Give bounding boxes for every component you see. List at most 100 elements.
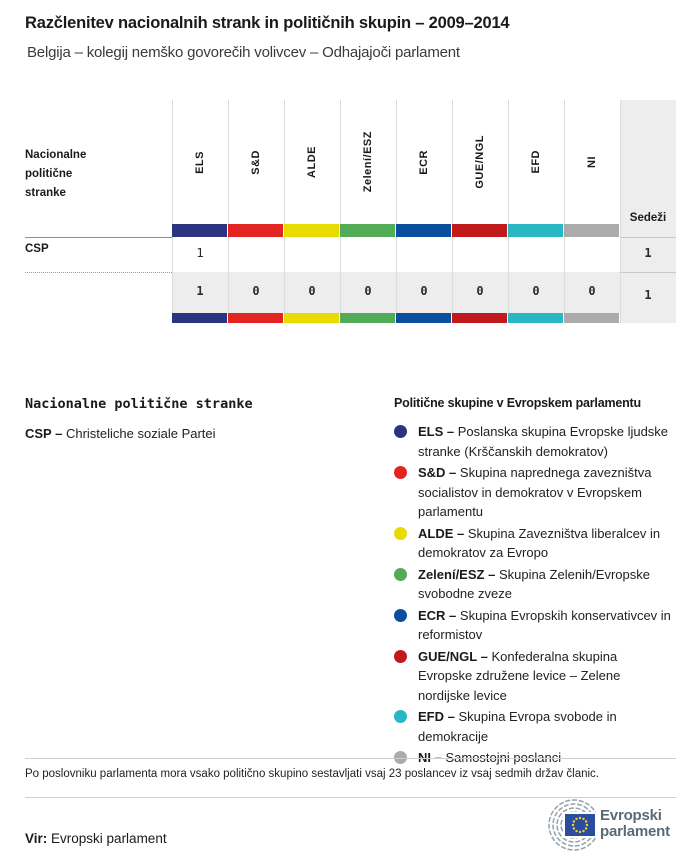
legend-item-sd: S&D – Skupina naprednega zavezništva soc… bbox=[394, 463, 678, 522]
group-abbr: S&D – bbox=[418, 465, 457, 480]
national-parties-legend-header: Nacionalne politične stranke bbox=[25, 396, 253, 412]
group-color-bar bbox=[508, 224, 563, 237]
results-table: Nacionalne politične stranke ELS S&D ALD… bbox=[25, 100, 676, 323]
group-desc: Konfederalna skupina Evropske združene l… bbox=[418, 648, 621, 703]
column-header-els: ELS bbox=[172, 100, 228, 224]
party-abbr: CSP – bbox=[25, 426, 63, 441]
political-groups-legend: Politične skupine v Evropskem parlamentu… bbox=[394, 396, 678, 770]
seats-row-separator bbox=[620, 272, 676, 273]
total-seats-value: 1 bbox=[644, 288, 652, 302]
total-value: 0 bbox=[420, 284, 428, 298]
group-desc: Skupina Evropa svobode in demokracije bbox=[418, 709, 617, 744]
group-desc: Skupina Zelenih/Evropske svobodne zveze bbox=[418, 566, 650, 602]
grid-line bbox=[228, 100, 229, 323]
legend-item-zeleni-esz: Zelení/ESZ – Skupina Zelenih/Evropske sv… bbox=[394, 565, 678, 604]
gue-ngl-color-dot bbox=[394, 649, 407, 663]
column-header-label: GUE/NGL bbox=[474, 135, 486, 189]
grid-line bbox=[340, 100, 341, 323]
column-header-label: ECR bbox=[418, 149, 430, 175]
ecr-color-dot bbox=[394, 608, 407, 622]
group-color-bar bbox=[172, 224, 227, 237]
column-header-alde: ALDE bbox=[284, 100, 340, 224]
legend-item-text: ALDE – Skupina Zavezništva liberalcev in… bbox=[418, 524, 674, 563]
footnote-text: Po poslovniku parlamenta mora vsako poli… bbox=[25, 768, 600, 780]
logo-wordmark: Evropski parlament bbox=[600, 808, 670, 840]
source-value: Evropski parlament bbox=[51, 831, 167, 846]
column-header-zeleni-esz: Zelení/ESZ bbox=[340, 100, 396, 224]
column-header-label: ALDE bbox=[306, 146, 318, 178]
legend-item-text: EFD – Skupina Evropa svobode in demokrac… bbox=[418, 707, 674, 746]
seats-column-header: Sedeži bbox=[629, 212, 667, 224]
legend-item-text: NI – Samostojni poslanci bbox=[418, 748, 674, 768]
grid-line bbox=[508, 100, 509, 323]
group-color-bar bbox=[564, 313, 619, 323]
grid-line bbox=[172, 100, 173, 323]
group-color-bar bbox=[284, 224, 339, 237]
column-header-label: S&D bbox=[250, 149, 262, 175]
group-abbr: GUE/NGL – bbox=[418, 648, 488, 664]
column-header-ni: NI bbox=[564, 100, 620, 224]
grid-line bbox=[620, 100, 621, 323]
zeleni-esz-color-dot bbox=[394, 567, 407, 581]
total-value: 0 bbox=[476, 284, 484, 298]
legend-item-ecr: ECR – Skupina Evropskih konservativcev i… bbox=[394, 606, 678, 645]
party-label: CSP bbox=[25, 243, 49, 255]
total-value: 1 bbox=[196, 284, 204, 298]
group-color-bar bbox=[452, 313, 507, 323]
divider-line bbox=[25, 758, 676, 759]
row-separator-dotted-line bbox=[25, 272, 172, 273]
group-color-bar bbox=[508, 313, 563, 323]
grid-line bbox=[396, 100, 397, 323]
sd-color-dot bbox=[394, 466, 407, 479]
group-color-bar bbox=[564, 224, 619, 237]
seats-row-separator bbox=[620, 237, 676, 238]
legend-item-text: Zelení/ESZ – Skupina Zelenih/Evropske sv… bbox=[418, 565, 674, 604]
grid-line bbox=[564, 100, 565, 323]
column-header-label: ELS bbox=[194, 150, 206, 174]
grid-line bbox=[284, 100, 285, 323]
group-desc: Poslanska skupina Evropske ljudske stran… bbox=[418, 424, 669, 459]
group-color-bar bbox=[340, 224, 395, 237]
column-header-gue-ngl: GUE/NGL bbox=[452, 100, 508, 224]
legend-item-text: ELS – Poslanska skupina Evropske ljudske… bbox=[418, 422, 674, 461]
total-value: 0 bbox=[252, 284, 260, 298]
legend-item-alde: ALDE – Skupina Zavezništva liberalcev in… bbox=[394, 524, 678, 563]
source-line: Vir: Evropski parlament bbox=[25, 831, 167, 846]
legend-item-els: ELS – Poslanska skupina Evropske ljudske… bbox=[394, 422, 678, 461]
european-parliament-logo: Evropski parlament bbox=[530, 797, 670, 851]
total-value: 0 bbox=[364, 284, 372, 298]
logo-line1: Evropski bbox=[600, 807, 662, 824]
group-abbr: ECR – bbox=[418, 607, 457, 623]
group-abbr: ALDE – bbox=[418, 525, 465, 541]
national-parties-legend: Nacionalne politične stranke CSP – Chris… bbox=[25, 396, 355, 441]
els-color-dot bbox=[394, 425, 407, 438]
total-value: 0 bbox=[532, 284, 540, 298]
legend-item-gue-ngl: GUE/NGL – Konfederalna skupina Evropske … bbox=[394, 647, 678, 706]
column-header-label: NI bbox=[586, 156, 598, 168]
table-row-header: Nacionalne politične stranke bbox=[25, 149, 87, 199]
group-abbr: EFD – bbox=[418, 709, 455, 724]
total-value: 0 bbox=[588, 284, 596, 298]
page-title: Razčlenitev nacionalnih strank in politi… bbox=[25, 14, 510, 32]
legend-item-csp: CSP – Christeliche soziale Partei bbox=[25, 426, 355, 441]
group-color-bar bbox=[284, 313, 339, 323]
group-color-bar bbox=[172, 313, 227, 323]
alde-color-dot bbox=[394, 526, 407, 540]
group-abbr: NI – bbox=[418, 750, 442, 765]
hemicycle-eu-flag-icon bbox=[548, 799, 596, 851]
seats-column-background bbox=[620, 100, 676, 323]
logo-line2: parlament bbox=[600, 823, 670, 840]
cell-value: 1 bbox=[196, 245, 204, 260]
total-value: 0 bbox=[308, 284, 316, 298]
group-abbr: ELS – bbox=[418, 424, 455, 439]
header-separator-line bbox=[25, 237, 172, 238]
group-desc: Skupina Evropskih konservativcev in refo… bbox=[418, 607, 671, 643]
column-header-label: Zelení/ESZ bbox=[362, 131, 374, 193]
political-groups-legend-header: Politične skupine v Evropskem parlamentu bbox=[394, 396, 641, 410]
column-header-ecr: ECR bbox=[396, 100, 452, 224]
legend-item-efd: EFD – Skupina Evropa svobode in demokrac… bbox=[394, 707, 678, 746]
divider-line bbox=[25, 797, 676, 798]
efd-color-dot bbox=[394, 710, 407, 723]
column-header-sd: S&D bbox=[228, 100, 284, 224]
